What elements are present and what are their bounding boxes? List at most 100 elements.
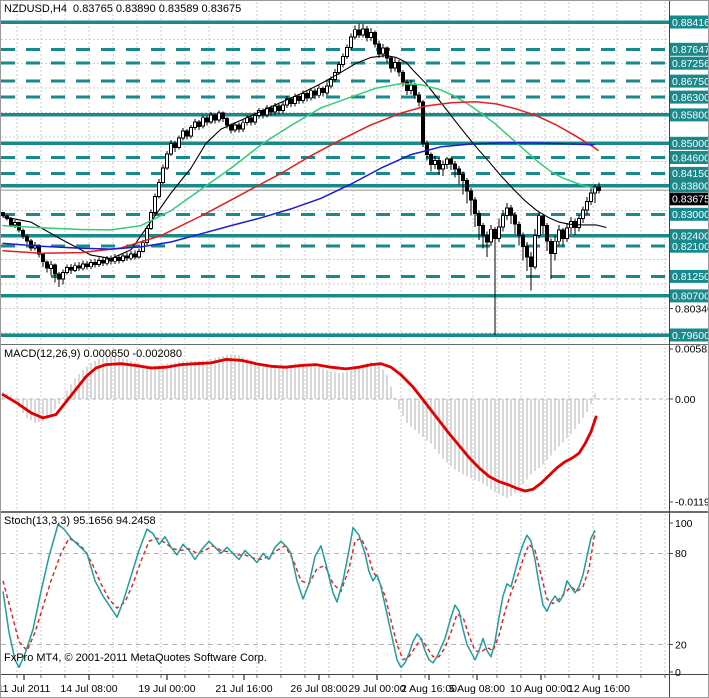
candles[interactable] bbox=[1, 23, 601, 335]
price-axis-label: 0.87647 bbox=[672, 44, 709, 56]
candle-body bbox=[165, 153, 169, 169]
candle-body bbox=[393, 61, 397, 69]
candle-body bbox=[197, 121, 201, 127]
candle-body bbox=[89, 262, 93, 268]
macd-histogram bbox=[2, 354, 596, 498]
candle-body bbox=[321, 87, 325, 94]
candle-body bbox=[541, 215, 545, 227]
candle-body bbox=[405, 81, 409, 92]
stoch-axis-label: 20 bbox=[675, 639, 687, 651]
candle-body bbox=[577, 218, 581, 229]
candle-body bbox=[397, 61, 401, 73]
time-axis-label: 11 Jul 2011 bbox=[1, 683, 51, 695]
candle-body bbox=[513, 214, 517, 225]
time-axis-label: 19 Jul 00:00 bbox=[138, 683, 195, 695]
candle-body bbox=[225, 117, 229, 126]
candle-body bbox=[65, 267, 69, 273]
candle-body bbox=[433, 159, 437, 166]
candle-body bbox=[221, 112, 225, 119]
candle-body bbox=[345, 46, 349, 57]
price-axis-label-bg bbox=[670, 239, 708, 253]
candle-body bbox=[325, 85, 329, 94]
ma-medium-green bbox=[2, 82, 595, 231]
price-axis-label-bg bbox=[670, 90, 708, 104]
ma-slow-red bbox=[2, 100, 599, 255]
candle-body bbox=[521, 235, 525, 247]
candle-body bbox=[29, 240, 33, 249]
candle-body bbox=[113, 257, 117, 262]
candle-body bbox=[485, 235, 489, 243]
candle-body bbox=[49, 264, 53, 269]
chart-title: NZDUSD,H4 0.83765 0.83890 0.83589 0.8367… bbox=[4, 3, 242, 15]
candle-body bbox=[353, 29, 357, 38]
candle-body bbox=[349, 36, 353, 48]
candle-body bbox=[25, 235, 29, 242]
time-axis-label: 21 Jul 16:00 bbox=[215, 683, 272, 695]
candle-body bbox=[373, 32, 377, 45]
price-axis-label: 0.84150 bbox=[672, 168, 709, 180]
candle-body bbox=[97, 259, 101, 266]
candle-body bbox=[497, 226, 501, 239]
candle-body bbox=[369, 32, 373, 38]
candle-body bbox=[557, 229, 561, 242]
candle-body bbox=[537, 215, 541, 237]
candle-body bbox=[173, 142, 177, 149]
candle-body bbox=[201, 117, 205, 127]
candle-body bbox=[253, 115, 257, 123]
candle-body bbox=[449, 158, 453, 165]
candle-body bbox=[1, 212, 5, 217]
candle-body bbox=[209, 114, 213, 123]
candle-body bbox=[73, 265, 77, 271]
price-axis-label: 0.80700 bbox=[672, 291, 709, 303]
stoch-axis-label: 100 bbox=[675, 518, 693, 530]
candle-body bbox=[593, 186, 597, 194]
price-axis[interactable]: 0.88416 0.87647 0.87256 0.86750 0.86300 0.858… bbox=[669, 15, 709, 679]
price-axis-label: 0.86750 bbox=[672, 76, 709, 88]
candle-body bbox=[109, 258, 113, 262]
price-axis-label-bg bbox=[670, 328, 708, 342]
price-axis-label-bg bbox=[670, 229, 708, 243]
candle-body bbox=[233, 124, 237, 131]
candle-body bbox=[289, 98, 293, 104]
candle-body bbox=[241, 122, 245, 130]
current-price-label: 0.83675 bbox=[672, 194, 709, 206]
candle-body bbox=[309, 90, 313, 99]
price-axis-label: 0.85800 bbox=[672, 110, 709, 122]
macd-signal-line bbox=[1, 357, 598, 493]
candle-body bbox=[69, 267, 73, 271]
price-axis-label-bg bbox=[670, 151, 708, 164]
stoch-indicator-label: Stoch(13,3,3) 95.1656 94.2458 bbox=[4, 515, 156, 527]
candle-body bbox=[533, 235, 537, 268]
price-axis-label: 0.83000 bbox=[672, 209, 709, 221]
candle-body bbox=[381, 47, 385, 55]
time-axis[interactable]: 11 Jul 2011 14 Jul 08:00 19 Jul 00:00 21 Ju… bbox=[1, 675, 666, 695]
candle-body bbox=[529, 256, 533, 268]
candle-body bbox=[457, 168, 461, 175]
stoch-axis-label: 0 bbox=[675, 667, 681, 679]
candle-body bbox=[385, 47, 389, 59]
time-axis-label: 5 Aug 08:00 bbox=[449, 683, 505, 695]
candle-body bbox=[425, 142, 429, 156]
candle-body bbox=[461, 174, 465, 181]
copyright-text: FxPro MT4, © 2001-2011 MetaQuotes Softwa… bbox=[4, 652, 267, 664]
candle-body bbox=[105, 258, 109, 264]
candle-body bbox=[469, 190, 473, 201]
candle-body bbox=[153, 196, 157, 213]
candle-body bbox=[581, 209, 585, 219]
price-axis-label-bg bbox=[670, 74, 708, 88]
candle-body bbox=[133, 253, 137, 258]
macd-axis-label: 0.00582 bbox=[675, 344, 709, 356]
candle-body bbox=[329, 78, 333, 87]
candle-body bbox=[473, 199, 477, 215]
candle-body bbox=[337, 64, 341, 73]
candle-body bbox=[57, 273, 61, 280]
price-axis-label-bg bbox=[670, 42, 708, 56]
candle-body bbox=[21, 229, 25, 237]
candle-body bbox=[77, 265, 81, 269]
candle-body bbox=[429, 154, 433, 165]
candle-body bbox=[93, 262, 97, 266]
price-axis-label-bg bbox=[670, 15, 708, 29]
